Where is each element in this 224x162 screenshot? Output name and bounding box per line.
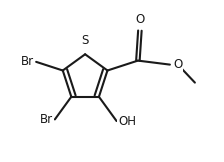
Text: OH: OH [118, 115, 137, 127]
Text: Br: Br [21, 55, 34, 68]
Text: Br: Br [40, 113, 53, 126]
Text: S: S [82, 34, 89, 47]
Text: O: O [173, 58, 182, 71]
Text: O: O [135, 13, 144, 26]
